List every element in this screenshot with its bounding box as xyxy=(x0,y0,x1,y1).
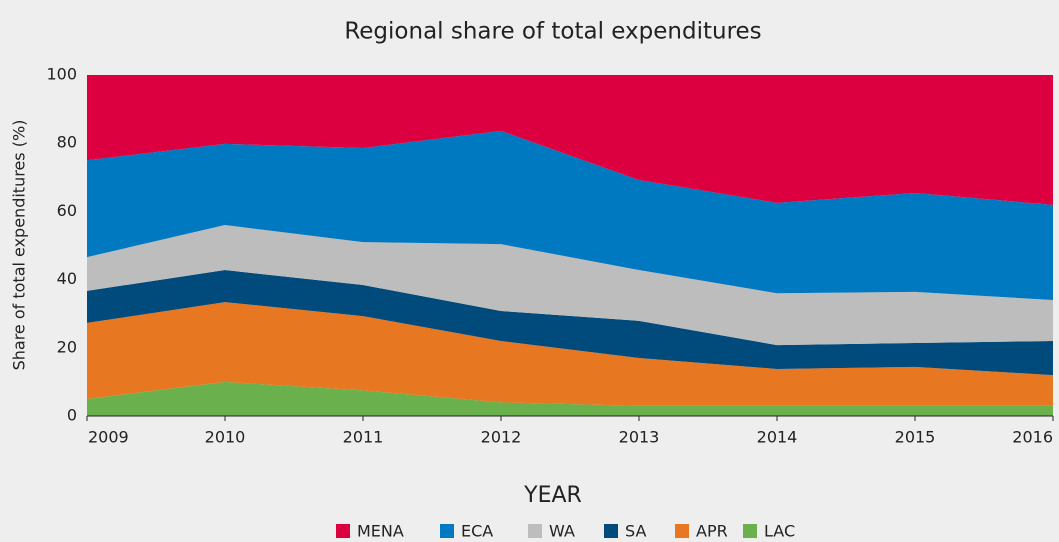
x-tick-label: 2014 xyxy=(757,428,798,447)
y-tick-label: 0 xyxy=(67,406,77,425)
area xyxy=(87,75,1053,205)
y-tick-label: 100 xyxy=(46,65,77,84)
legend-label: SA xyxy=(625,522,646,541)
x-tick-label: 2011 xyxy=(343,428,384,447)
y-tick-label: 20 xyxy=(57,337,77,356)
chart-title: Regional share of total expenditures xyxy=(344,19,761,45)
area xyxy=(87,381,1053,416)
area xyxy=(87,225,1053,346)
legend-swatch xyxy=(336,524,350,538)
x-tick-label: 2016 xyxy=(1012,428,1053,447)
x-tick-label: 2009 xyxy=(88,428,129,447)
legend-label: APR xyxy=(696,522,728,541)
y-tick-label: 60 xyxy=(57,201,77,220)
y-axis-label: Share of total expenditures (%) xyxy=(10,120,29,371)
legend-label: WA xyxy=(549,522,575,541)
x-tick-label: 2013 xyxy=(619,428,660,447)
area xyxy=(87,270,1053,376)
legend-swatch xyxy=(440,524,454,538)
legend-label: LAC xyxy=(764,522,795,541)
y-tick-label: 40 xyxy=(57,269,77,288)
x-tick-label: 2010 xyxy=(205,428,246,447)
legend-swatch xyxy=(528,524,542,538)
legend-label: ECA xyxy=(461,522,493,541)
area xyxy=(87,302,1053,406)
x-tick-label: 2012 xyxy=(481,428,522,447)
legend-label: MENA xyxy=(357,522,404,541)
area xyxy=(87,130,1053,301)
legend-swatch xyxy=(743,524,757,538)
y-tick-label: 80 xyxy=(57,133,77,152)
x-tick-label: 2015 xyxy=(895,428,936,447)
legend-swatch xyxy=(604,524,618,538)
x-axis-label: YEAR xyxy=(523,483,582,508)
legend-swatch xyxy=(675,524,689,538)
